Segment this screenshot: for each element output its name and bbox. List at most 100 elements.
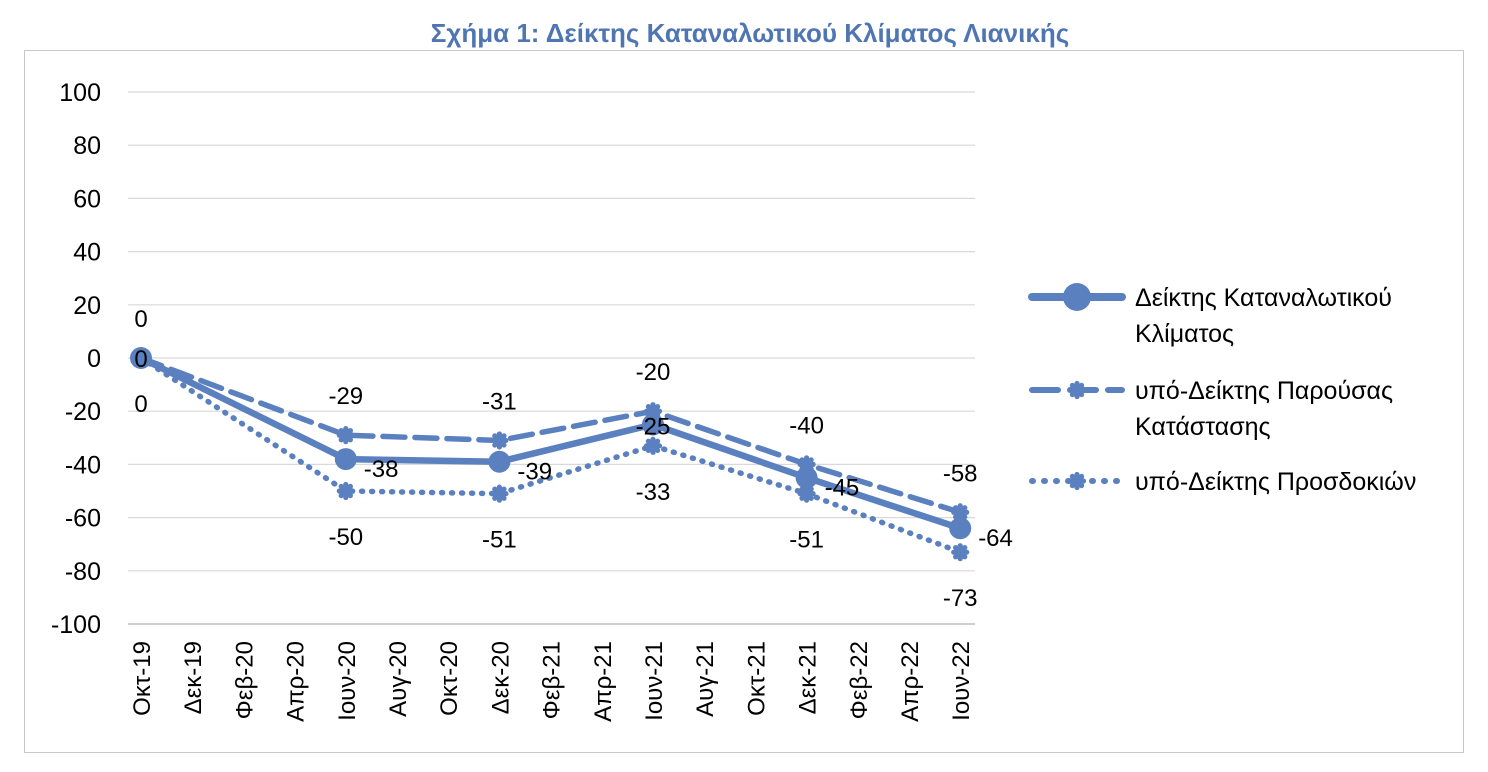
y-tick-label: -20 [65,398,101,426]
data-point-petal [656,408,663,414]
x-tick-label: Φεβ-20 [231,641,258,719]
legend-label: Κλίματος [1135,320,1234,348]
data-point-petal [1067,478,1074,484]
data-point-petal [804,468,810,474]
data-point-petal [1078,473,1085,480]
data-label: -50 [328,524,363,551]
x-tick-label: Απρ-20 [283,641,310,722]
legend: Δείκτης Καταναλωτικού Κλίματος υπό-Δείκτης… [1028,283,1416,496]
x-tick-label: Ιουν-22 [948,641,975,721]
data-label: -25 [636,414,671,441]
data-label: -45 [825,475,860,502]
data-point-petal [142,359,149,366]
data-point-petal [349,432,355,438]
data-point-petal [338,492,344,499]
data-point-petal [1074,484,1080,491]
data-label: 0 [134,346,147,373]
data-point-petal [347,427,353,434]
data-point-petal [654,438,661,444]
data-point-petal [654,447,661,453]
data-point-petal [1080,387,1087,393]
data-point-petal [650,415,656,421]
x-tick-label: Δεκ-21 [795,641,822,714]
x-tick-label: Απρ-22 [897,641,924,722]
data-point [490,431,509,450]
data-point-petal [496,484,502,490]
series-line [138,355,963,555]
data-point-petal [1080,478,1087,484]
data-label: -58 [943,460,978,487]
data-point-petal [133,359,140,366]
data-point-petal [951,509,957,515]
x-tick-label: Αυγ-21 [692,641,719,717]
data-point-petal [799,466,805,472]
data-point-petal [138,361,144,368]
data-point-petal [962,554,968,560]
data-point-petal [654,413,661,419]
data-point-petal [501,433,507,439]
data-point-petal [957,556,963,562]
data-point-petal [1078,482,1085,489]
data-point-petal [799,457,805,463]
series-layer [130,347,972,562]
legend-label: υπό-Δείκτης Προσδοκιών [1135,468,1416,496]
data-point [336,426,355,445]
data-label: -20 [636,359,671,386]
data-point-petal [1067,387,1074,393]
data-point-petal [643,443,650,449]
data-point-petal [645,438,652,444]
y-tick-label: -80 [65,558,101,586]
data-point-petal [501,495,507,501]
data-point-petal [650,436,656,442]
data-label: 0 [134,391,147,418]
data-point-petal [336,432,342,438]
data-point-petal [964,549,970,555]
data-point-petal [962,544,968,551]
data-point-petal [496,444,502,450]
y-tick-label: 60 [73,185,101,213]
data-point-petal [643,408,650,414]
data-labels: 0 -38 -39 -25 -45 -64 0 -29 -31 -20 -40 -58 0 -50 -51 -… [134,306,1013,612]
y-tick-label: -60 [65,505,101,533]
data-point-petal [804,484,810,490]
legend-label: Δείκτης Καταναλωτικού [1135,284,1392,312]
data-point [951,503,970,522]
data-point-petal [808,486,814,492]
data-point-petal [501,486,507,492]
data-point-petal [347,483,353,490]
data-label: -64 [978,525,1013,552]
data-point-petal [1074,380,1080,387]
data-point-petal [338,437,344,443]
data-point-petal [336,488,342,494]
data-point-petal [1069,391,1076,398]
data-point-petal [142,350,149,357]
data-label: -51 [482,527,517,554]
data-point-petal [650,449,656,455]
data-point [951,543,970,562]
data-point [795,466,818,489]
data-point-petal [503,437,509,444]
x-tick-label: Ιουν-21 [641,641,668,721]
x-tick-label: Δεκ-20 [487,641,514,714]
data-point [1067,471,1087,491]
legend-label: υπό-Δείκτης Παρούσας [1135,377,1393,405]
data-label: -31 [482,388,517,415]
chart-frame [24,50,1464,753]
data-point-petal [1069,382,1076,389]
x-tick-label: Οκτ-19 [129,641,156,716]
data-point-petal [492,442,498,448]
data-point [643,436,663,455]
data-label: -39 [517,459,552,486]
data-point-petal [957,543,963,549]
data-point-petal [957,503,963,509]
y-tick-label: 80 [73,132,101,160]
data-point [642,413,664,436]
x-tick-label: Αυγ-20 [385,641,412,717]
data-point-petal [645,413,652,419]
data-point-petal [338,427,344,434]
data-point-petal [799,486,805,492]
data-label: -33 [636,479,671,506]
data-point [643,402,663,421]
data-point-petal [953,554,959,560]
data-point-petal [492,495,498,501]
